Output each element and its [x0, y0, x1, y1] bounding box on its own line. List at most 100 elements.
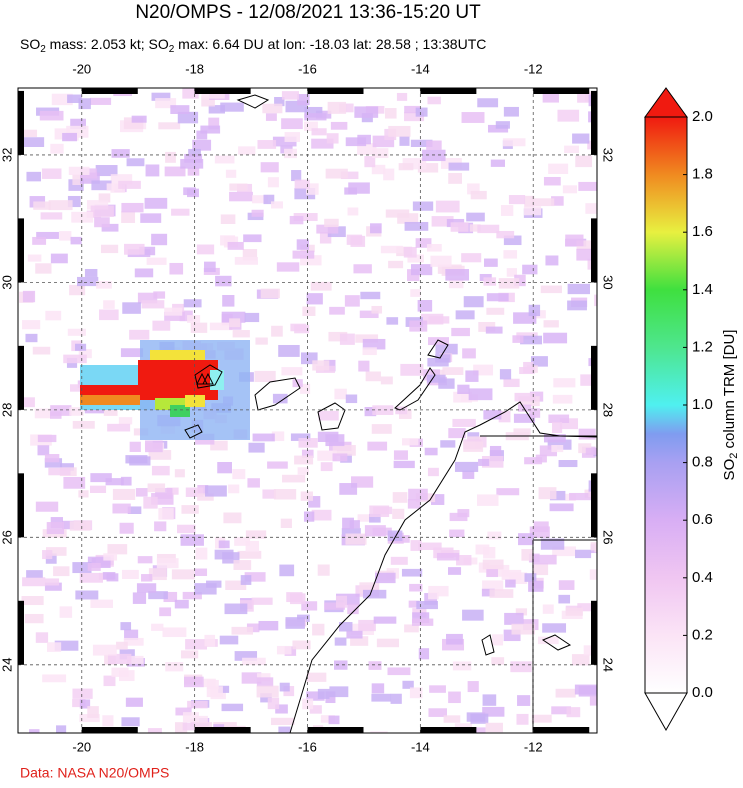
pixel [294, 179, 310, 189]
pixel [418, 542, 442, 551]
pixel [166, 487, 179, 495]
pixel [528, 304, 541, 317]
pixel [182, 712, 199, 723]
pixel [411, 618, 434, 626]
pixel [448, 162, 470, 171]
pixel [358, 360, 370, 372]
pixel [329, 306, 345, 315]
pixel [392, 508, 405, 519]
tick-mark [420, 88, 477, 94]
pixel [461, 112, 485, 123]
pixel [25, 333, 38, 343]
pixel [552, 546, 576, 557]
pixel [123, 117, 144, 129]
pixel [120, 348, 144, 358]
colorbar-min-arrow [644, 692, 688, 732]
pixel [194, 583, 217, 595]
pixel [251, 597, 273, 605]
pixel [151, 92, 171, 101]
pixel [549, 503, 574, 512]
pixel [300, 255, 322, 266]
tick-mark [307, 88, 364, 94]
pixel [194, 722, 212, 732]
pixel [90, 205, 114, 217]
pixel [192, 139, 212, 151]
pixel [155, 488, 173, 499]
colorbar-tick-label: 1.6 [692, 223, 713, 240]
pixel [562, 185, 578, 194]
pixel [296, 239, 310, 250]
lon-tick-label: -14 [411, 61, 430, 76]
pixel [539, 445, 558, 457]
pixel [372, 135, 395, 148]
pixel [22, 290, 36, 303]
pixel [294, 324, 310, 334]
pixel [95, 165, 118, 177]
pixel [290, 433, 311, 441]
pixel [222, 552, 240, 564]
colorbar-label-part: column TRM [DU] [721, 330, 738, 453]
pixel [481, 588, 495, 597]
pixel [206, 679, 219, 690]
pixel [585, 447, 597, 455]
pixel [306, 183, 319, 195]
pixel [224, 603, 248, 615]
pixel [234, 651, 258, 661]
pixel [426, 374, 446, 383]
pixel [311, 509, 332, 521]
pixel [79, 714, 100, 723]
tick-mark [194, 88, 251, 94]
pixel [304, 121, 318, 132]
tick-mark [18, 473, 24, 538]
pixel [473, 727, 486, 733]
pixel [431, 216, 454, 227]
pixel [465, 370, 479, 382]
pixel [169, 262, 184, 275]
pixel [511, 623, 536, 635]
lat-tick-label: 32 [0, 148, 14, 162]
pixel [457, 384, 470, 395]
pixel [126, 158, 145, 167]
pixel [521, 549, 533, 561]
pixel [589, 569, 597, 580]
pixel [427, 337, 450, 346]
pixel [221, 703, 244, 712]
pixel [362, 347, 377, 356]
pixel [276, 645, 292, 655]
pixel [48, 467, 71, 476]
subtitle-part: mass: 2.053 kt; SO [46, 36, 169, 52]
pixel [281, 118, 303, 130]
pixel [116, 641, 128, 650]
pixel [278, 344, 300, 357]
pixel [463, 441, 484, 452]
pixel [136, 583, 157, 593]
tick-mark [18, 345, 24, 410]
pixel [34, 408, 51, 419]
pixel [371, 164, 386, 175]
pixel [256, 677, 274, 687]
pixel [517, 695, 531, 706]
pixel [368, 661, 382, 670]
pixel [308, 496, 321, 508]
pixel [285, 617, 305, 629]
pixel [171, 208, 190, 216]
pixel [364, 406, 377, 417]
pixel [349, 520, 360, 529]
pixel [445, 269, 469, 281]
pixel [135, 488, 148, 497]
tick-mark [81, 88, 138, 94]
pixel [106, 183, 123, 191]
pixel [451, 327, 470, 337]
pixel [552, 422, 563, 433]
pixel [450, 222, 469, 232]
pixel [164, 307, 183, 316]
pixel [144, 197, 168, 209]
pixel [357, 134, 371, 145]
pixel [284, 132, 300, 142]
pixel [121, 202, 144, 213]
tick-mark [420, 727, 477, 733]
tick-mark [591, 218, 597, 283]
pixel [70, 118, 86, 130]
pixel [498, 410, 511, 423]
pixel [538, 487, 557, 500]
